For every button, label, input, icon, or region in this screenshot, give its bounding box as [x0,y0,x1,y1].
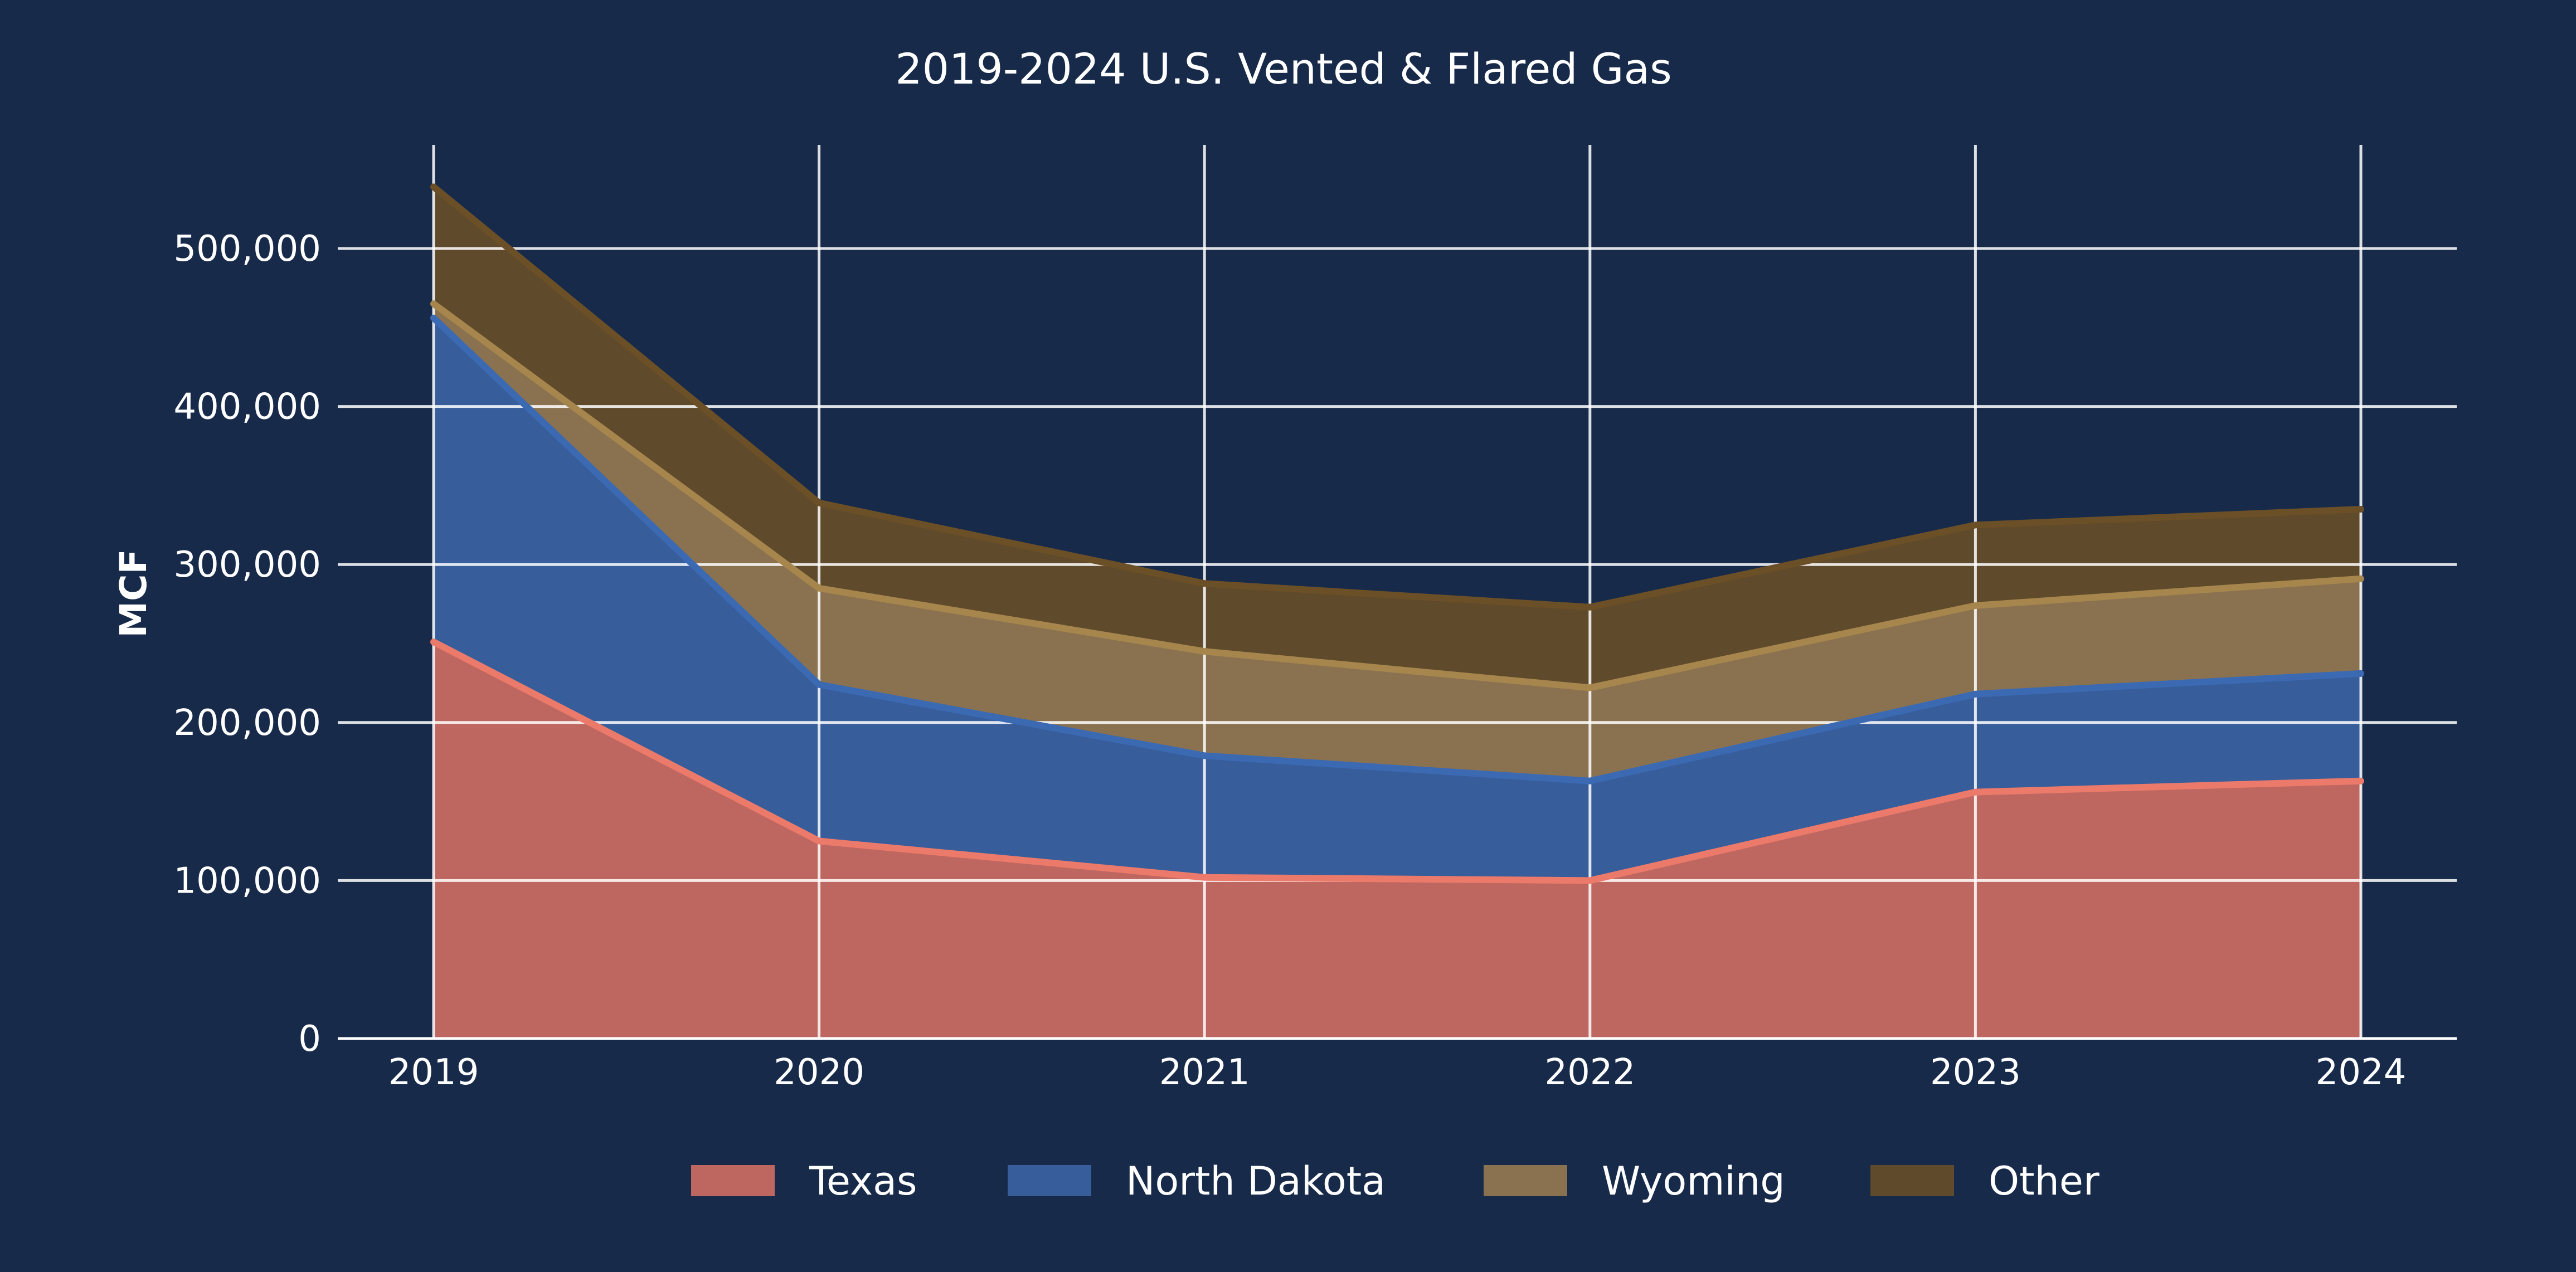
line-other [430,183,2364,611]
legend-swatch-wyoming [1484,1165,1567,1196]
legend-swatch-other [1870,1165,1954,1196]
legend-label-north-dakota: North Dakota [1126,1158,1386,1204]
y-axis-title: MCF [112,549,155,637]
y-axis-ticks: 0 100,000 200,000 300,000 400,000 500,000 [173,228,321,1060]
x-tick-label: 2019 [388,1052,479,1093]
legend-swatch-texas [691,1165,775,1196]
x-axis-ticks: 2019 2020 2021 2022 2023 2024 [388,1052,2407,1093]
area-texas [434,642,2361,1039]
y-tick-label: 200,000 [173,703,321,744]
legend-label-other: Other [1989,1158,2099,1204]
lines-layer [430,183,2364,884]
area-other [434,187,2361,688]
chart-title: 2019-2024 U.S. Vented & Flared Gas [895,44,1671,94]
legend-swatch-north-dakota [1008,1165,1091,1196]
legend-item-texas: Texas [691,1158,917,1204]
area-north-dakota [434,318,2361,881]
x-tick-label: 2024 [2316,1052,2407,1093]
legend-item-other: Other [1870,1158,2099,1204]
y-tick-label: 0 [298,1018,321,1060]
legend-item-north-dakota: North Dakota [1008,1158,1386,1204]
line-wyoming [430,300,2364,691]
y-tick-label: 400,000 [173,387,321,428]
line-texas [430,639,2364,884]
x-tick-label: 2021 [1159,1052,1250,1093]
areas-layer [434,187,2361,1039]
line-north-dakota [430,314,2364,784]
legend-label-texas: Texas [809,1158,917,1204]
legend-item-wyoming: Wyoming [1484,1158,1785,1204]
y-tick-label: 500,000 [173,228,321,270]
legend: Texas North Dakota Wyoming Other [691,1158,2099,1204]
x-tick-label: 2023 [1930,1052,2021,1093]
area-wyoming [434,304,2361,781]
x-tick-label: 2022 [1544,1052,1635,1093]
legend-label-wyoming: Wyoming [1602,1158,1785,1204]
y-tick-label: 300,000 [173,544,321,586]
grid-layer [338,145,2457,1040]
y-tick-label: 100,000 [173,860,321,901]
x-tick-label: 2020 [774,1052,864,1093]
